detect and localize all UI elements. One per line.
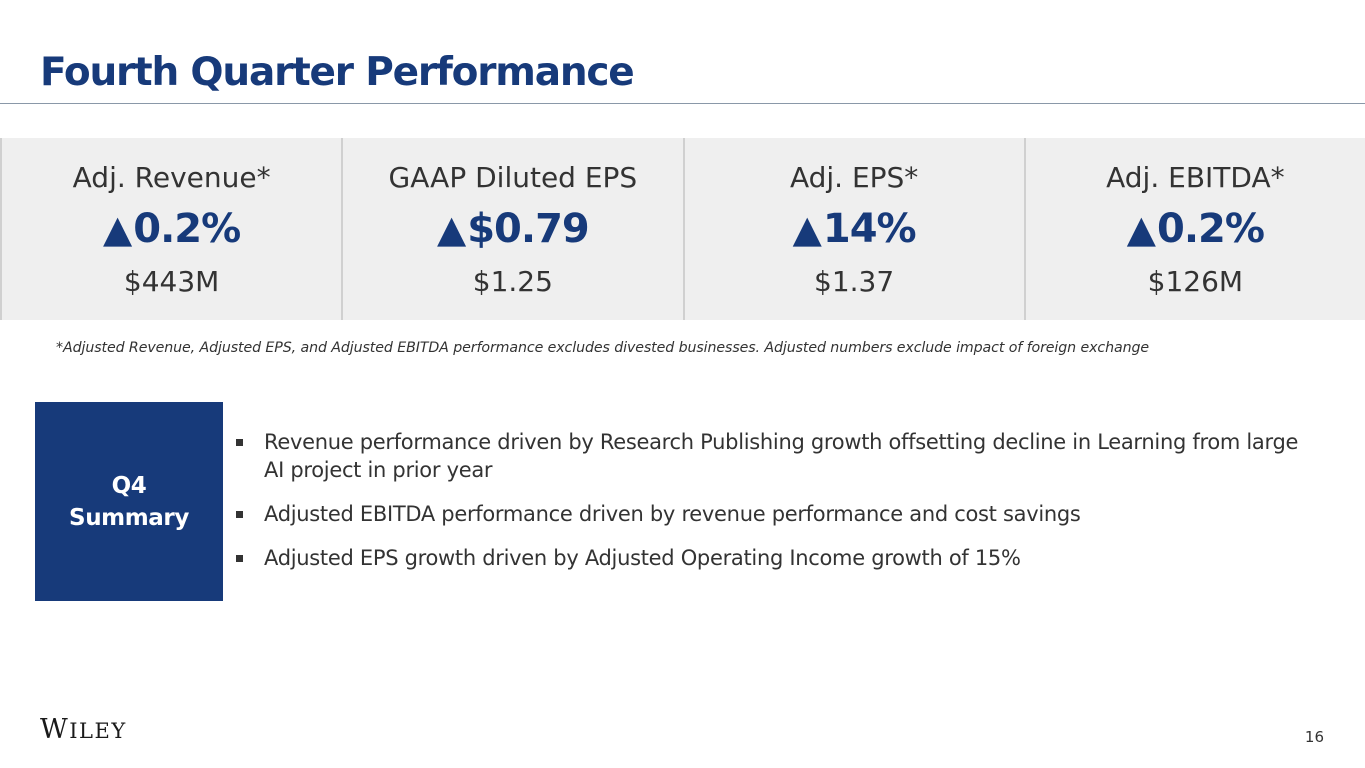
bullet-text: Adjusted EBITDA performance driven by re… [264, 502, 1081, 526]
metric-value: $443M [123, 265, 220, 298]
summary-label-line1: Q4 [111, 472, 147, 499]
square-bullet-icon [236, 439, 243, 446]
bullet-text: Adjusted EPS growth driven by Adjusted O… [264, 546, 1021, 570]
metric-label: GAAP Diluted EPS [388, 161, 638, 194]
metric-change: ▲$0.79 [343, 200, 682, 258]
list-item: Adjusted EBITDA performance driven by re… [234, 500, 1314, 528]
metrics-panel: Adj. Revenue* ▲0.2% $443M GAAP Diluted E… [0, 138, 1365, 320]
metric-value: $126M [1147, 265, 1244, 298]
metric-change: ▲0.2% [1026, 200, 1365, 258]
metric-change: ▲14% [685, 200, 1024, 258]
list-item: Revenue performance driven by Research P… [234, 428, 1314, 484]
metric-label: Adj. EPS* [789, 161, 919, 194]
metric-value: $1.37 [814, 265, 895, 298]
metric-change: ▲0.2% [2, 200, 341, 258]
metric-adj-ebitda: Adj. EBITDA* ▲0.2% $126M [1026, 138, 1365, 320]
metric-adj-eps: Adj. EPS* ▲14% $1.37 [685, 138, 1026, 320]
square-bullet-icon [236, 511, 243, 518]
square-bullet-icon [236, 555, 243, 562]
bullet-text: Revenue performance driven by Research P… [264, 430, 1299, 482]
metric-change-value: 14% [822, 206, 917, 252]
page-title: Fourth Quarter Performance [40, 50, 635, 95]
logo-initial: W [40, 714, 70, 745]
list-item: Adjusted EPS growth driven by Adjusted O… [234, 544, 1314, 572]
metric-adj-revenue: Adj. Revenue* ▲0.2% $443M [0, 138, 344, 320]
up-triangle-icon: ▲ [103, 207, 132, 251]
q4-summary-label: Q4 Summary [35, 402, 223, 601]
metric-change-value: $0.79 [467, 206, 590, 252]
metric-value: $1.25 [472, 265, 553, 298]
up-triangle-icon: ▲ [436, 207, 466, 251]
page-number: 16 [1304, 728, 1324, 746]
title-divider [0, 103, 1365, 104]
up-triangle-icon: ▲ [792, 207, 822, 251]
metric-change-value: 0.2% [133, 206, 241, 252]
summary-bullet-list: Revenue performance driven by Research P… [234, 428, 1314, 588]
logo-rest: ILEY [69, 719, 127, 743]
wiley-logo: WILEY [40, 713, 127, 748]
metric-label: Adj. Revenue* [72, 161, 271, 194]
summary-label-line2: Summary [69, 504, 189, 531]
footnote: *Adjusted Revenue, Adjusted EPS, and Adj… [56, 340, 1150, 356]
metric-label: Adj. EBITDA* [1106, 161, 1285, 194]
metric-gaap-diluted-eps: GAAP Diluted EPS ▲$0.79 $1.25 [343, 138, 685, 320]
up-triangle-icon: ▲ [1126, 207, 1156, 251]
metric-change-value: 0.2% [1157, 206, 1265, 252]
